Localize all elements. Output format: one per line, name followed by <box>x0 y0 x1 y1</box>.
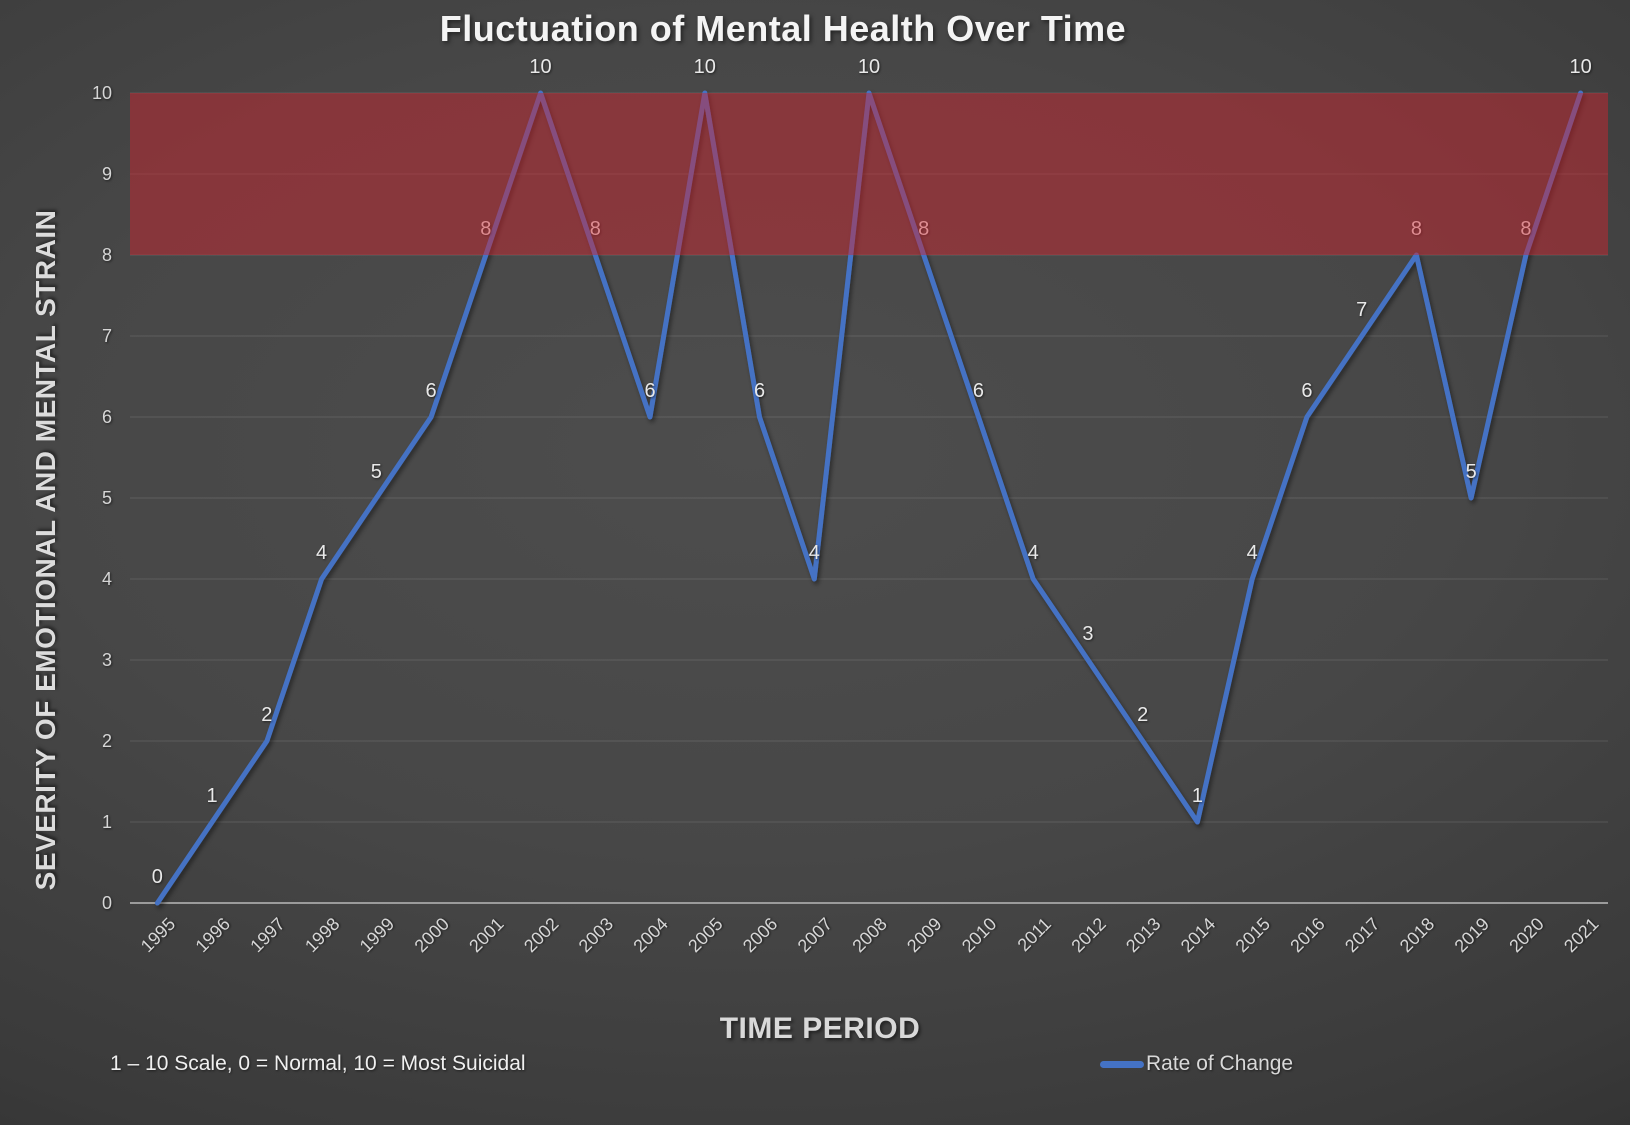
data-label: 8 <box>480 218 491 240</box>
y-axis-tick-label: 6 <box>102 407 112 427</box>
x-axis-tick-label: 2009 <box>903 914 945 956</box>
data-label: 6 <box>1301 380 1312 402</box>
x-axis-tick-label: 2017 <box>1341 914 1383 956</box>
data-label: 4 <box>316 542 327 564</box>
scale-footnote: 1 – 10 Scale, 0 = Normal, 10 = Most Suic… <box>110 1052 526 1075</box>
y-axis-tick-label: 7 <box>102 326 112 346</box>
legend-line-swatch-icon <box>1100 1060 1144 1068</box>
x-axis-tick-label: 2007 <box>794 914 836 956</box>
y-axis-tick-label: 10 <box>92 83 112 103</box>
data-label: 10 <box>1570 56 1592 78</box>
y-axis-tick-label: 5 <box>102 488 112 508</box>
x-axis-tick-label: 2010 <box>958 914 1000 956</box>
x-axis-tick-label: 2014 <box>1177 914 1219 956</box>
x-axis-tick-label: 1995 <box>137 914 179 956</box>
data-label: 6 <box>644 380 655 402</box>
y-axis-tick-label: 9 <box>102 164 112 184</box>
x-axis-tick-label: 2003 <box>575 914 617 956</box>
x-axis-tick-label: 2008 <box>848 914 890 956</box>
series-line-rate-of-change <box>154 90 1584 906</box>
x-axis-tick-label: 1997 <box>246 914 288 956</box>
data-label: 4 <box>1247 542 1258 564</box>
x-axis-tick-label: 1998 <box>301 914 343 956</box>
y-axis-tick-label: 1 <box>102 812 112 832</box>
data-label: 6 <box>426 380 437 402</box>
x-axis-tick-label: 2006 <box>739 914 781 956</box>
data-label: 10 <box>694 56 716 78</box>
data-label: 10 <box>858 56 880 78</box>
legend: Rate of Change <box>1100 1052 1293 1076</box>
x-axis-tick-label: 2005 <box>684 914 726 956</box>
x-axis-tick-label: 2020 <box>1505 914 1547 956</box>
x-axis-title: TIME PERIOD <box>719 1012 921 1045</box>
data-label: 3 <box>1082 623 1093 645</box>
y-axis-tick-label: 2 <box>102 731 112 751</box>
danger-zone-band <box>130 93 1608 255</box>
x-axis-tick-label: 2002 <box>520 914 562 956</box>
data-label: 8 <box>918 218 929 240</box>
data-label: 10 <box>529 56 551 78</box>
data-label: 6 <box>754 380 765 402</box>
y-axis-tick-label: 0 <box>102 893 112 913</box>
data-label: 5 <box>1466 461 1477 483</box>
data-label: 1 <box>207 785 218 807</box>
data-label: 6 <box>973 380 984 402</box>
x-axis-tick-label: 2001 <box>465 914 507 956</box>
data-label: 2 <box>1137 704 1148 726</box>
data-label: 8 <box>590 218 601 240</box>
x-axis-tick-label: 2019 <box>1451 914 1493 956</box>
x-axis-tick-label: 2012 <box>1067 914 1109 956</box>
data-label: 0 <box>152 866 163 888</box>
x-axis-tick-label: 1999 <box>356 914 398 956</box>
data-label: 7 <box>1356 299 1367 321</box>
x-axis-tick-label: 2015 <box>1232 914 1274 956</box>
chart-title: Fluctuation of Mental Health Over Time <box>439 8 1127 49</box>
legend-series-label: Rate of Change <box>1146 1052 1294 1075</box>
x-axis-tick-label: 2004 <box>629 914 671 956</box>
x-axis-tick-label: 2016 <box>1286 914 1328 956</box>
x-axis-tick-label: 2011 <box>1014 914 1056 956</box>
x-axis-tick-label: 2000 <box>411 914 453 956</box>
data-label: 4 <box>809 542 820 564</box>
data-label: 2 <box>261 704 272 726</box>
data-label: 1 <box>1192 785 1203 807</box>
x-axis-tick-label: 2018 <box>1396 914 1438 956</box>
x-axis-tick-label: 2021 <box>1560 914 1602 956</box>
data-label: 8 <box>1520 218 1531 240</box>
x-axis-tick-label: 1996 <box>192 914 234 956</box>
x-axis-tick-label: 2013 <box>1122 914 1164 956</box>
data-label: 4 <box>1028 542 1039 564</box>
y-axis-tick-label: 4 <box>102 569 112 589</box>
y-axis-tick-label: 3 <box>102 650 112 670</box>
data-label: 5 <box>371 461 382 483</box>
data-label: 8 <box>1411 218 1422 240</box>
y-axis-tick-label: 8 <box>102 245 112 265</box>
